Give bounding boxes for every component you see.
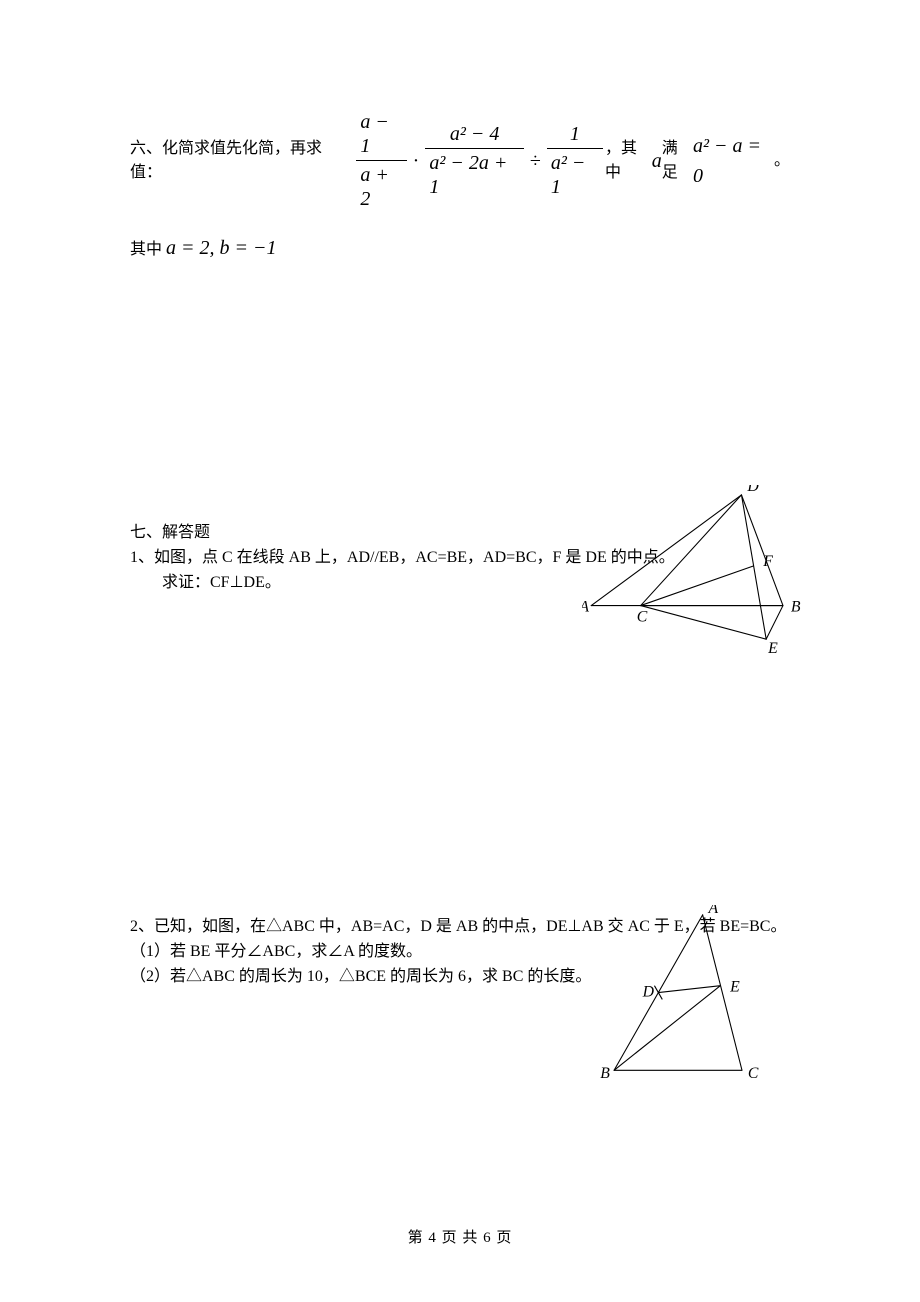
op-dot: · xyxy=(409,146,424,176)
svg-text:E: E xyxy=(767,640,778,653)
tail-period: 。 xyxy=(774,149,790,173)
section-6: 六、化简求值先化简，再求值： a − 1 a + 2 · a² − 4 a² −… xyxy=(130,110,790,263)
svg-text:A: A xyxy=(582,598,589,615)
section-6-line: 六、化简求值先化简，再求值： a − 1 a + 2 · a² − 4 a² −… xyxy=(130,110,790,211)
tail-a: a xyxy=(652,146,662,176)
svg-text:A: A xyxy=(708,905,719,917)
svg-text:C: C xyxy=(748,1065,759,1082)
svg-text:D: D xyxy=(746,485,759,495)
svg-text:D: D xyxy=(642,983,655,1000)
q1-figure: A C B D E F xyxy=(582,485,812,653)
note-eq: a = 2, b = −1 xyxy=(166,237,277,259)
tail-mid: 满足 xyxy=(662,137,693,185)
op-div: ÷ xyxy=(526,146,545,176)
note-prefix: 其中 xyxy=(130,241,166,258)
tail-eq: a² − a = 0 xyxy=(693,131,774,191)
svg-text:E: E xyxy=(729,979,740,996)
svg-text:B: B xyxy=(791,598,801,615)
svg-text:C: C xyxy=(637,608,648,625)
frac-2: a² − 4 a² − 2a + 1 xyxy=(425,122,524,199)
tail-prefix: ，其中 xyxy=(605,137,652,185)
section-6-note: 其中 a = 2, b = −1 xyxy=(130,233,790,263)
section-6-heading: 六、化简求值先化简，再求值： xyxy=(130,137,349,185)
frac-3: 1 a² − 1 xyxy=(547,122,603,199)
svg-text:B: B xyxy=(600,1065,610,1082)
svg-text:F: F xyxy=(762,553,773,570)
page: 六、化简求值先化简，再求值： a − 1 a + 2 · a² − 4 a² −… xyxy=(0,0,920,1302)
page-footer: 第 4 页 共 6 页 xyxy=(0,1226,920,1247)
frac-1: a − 1 a + 2 xyxy=(356,110,406,211)
q2-figure: A B C D E xyxy=(593,905,768,1087)
